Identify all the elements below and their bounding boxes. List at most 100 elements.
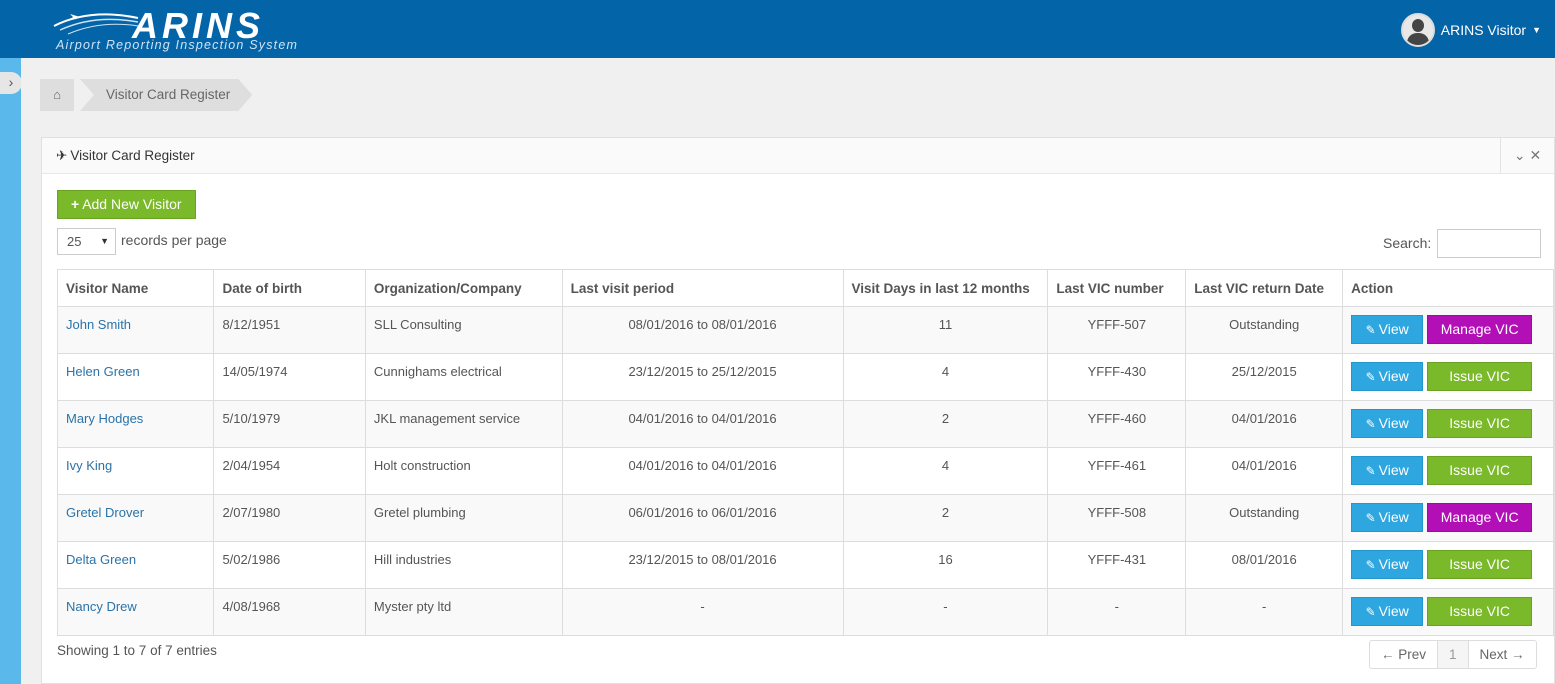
plus-icon: + <box>71 196 80 212</box>
visitor-name-link[interactable]: Delta Green <box>66 552 137 567</box>
cell-vic-return: Outstanding <box>1185 306 1344 354</box>
cell-vic-number: YFFF-431 <box>1047 541 1187 589</box>
entries-info: Showing 1 to 7 of 7 entries <box>57 643 217 658</box>
view-button[interactable]: ✎ View <box>1351 456 1424 485</box>
cell-vic-number: YFFF-461 <box>1047 447 1187 495</box>
cell-vic-return: 04/01/2016 <box>1185 447 1344 495</box>
col-last-vic-number[interactable]: Last VIC number <box>1047 269 1187 307</box>
visitor-name-link[interactable]: Helen Green <box>66 364 140 379</box>
visitor-card-panel: ✈ Visitor Card Register ⌄ ✕ + Add New Visi… <box>41 137 1555 684</box>
prev-button[interactable]: ← Prev <box>1381 647 1427 662</box>
sidebar-toggle-chevron-right-icon[interactable]: › <box>0 72 22 94</box>
table-row: John Smith 8/12/1951 SLL Consulting 08/01/2… <box>56 306 1554 354</box>
col-visitor-name[interactable]: Visitor Name <box>56 269 215 307</box>
view-button[interactable]: ✎ View <box>1351 597 1424 626</box>
cell-vic-return: 25/12/2015 <box>1185 353 1344 401</box>
manage-vic-button[interactable]: Manage VIC <box>1427 503 1533 532</box>
manage-vic-button[interactable]: Manage VIC <box>1427 315 1533 344</box>
records-per-page-select[interactable]: 25 ▼ <box>57 228 116 255</box>
pencil-icon: ✎ <box>1365 464 1376 478</box>
cell-organization: SLL Consulting <box>364 306 563 354</box>
records-per-page-label: records per page <box>121 232 227 248</box>
cell-action: ✎ View Manage VIC <box>1342 306 1554 354</box>
issue-vic-button[interactable]: Issue VIC <box>1427 597 1533 626</box>
cell-vic-number: YFFF-430 <box>1047 353 1187 401</box>
cell-organization: Holt construction <box>364 447 563 495</box>
cell-visitor-name: Helen Green <box>56 353 215 401</box>
cell-vic-number: YFFF-508 <box>1047 494 1187 542</box>
visitor-name-link[interactable]: Gretel Drover <box>66 505 145 520</box>
visitor-name-link[interactable]: Mary Hodges <box>66 411 144 426</box>
table-row: Nancy Drew 4/08/1968 Myster pty ltd - - - - ✎ Vi… <box>56 588 1554 636</box>
visitor-name-link[interactable]: Ivy King <box>66 458 113 473</box>
cell-vic-return: - <box>1185 588 1344 636</box>
col-date-of-birth[interactable]: Date of birth <box>213 269 366 307</box>
cell-organization: Cunnighams electrical <box>364 353 563 401</box>
view-button[interactable]: ✎ View <box>1351 409 1424 438</box>
cell-dob: 8/12/1951 <box>213 306 366 354</box>
cell-organization: JKL management service <box>364 400 563 448</box>
issue-vic-button[interactable]: Issue VIC <box>1427 409 1533 438</box>
next-button[interactable]: Next → <box>1479 647 1525 662</box>
issue-vic-button[interactable]: Issue VIC <box>1427 550 1533 579</box>
add-new-visitor-button[interactable]: + Add New Visitor <box>57 190 196 219</box>
cell-vic-number: YFFF-460 <box>1047 400 1187 448</box>
logo-swoosh-icon <box>53 13 139 35</box>
cell-visitor-name: Nancy Drew <box>56 588 215 636</box>
visitor-name-link[interactable]: Nancy Drew <box>66 599 137 614</box>
user-name: ARINS Visitor <box>1440 22 1527 38</box>
search-input[interactable] <box>1437 229 1541 258</box>
close-icon[interactable]: ✕ <box>1529 147 1542 163</box>
logo-title: ARINS <box>132 5 265 46</box>
cell-action: ✎ View Issue VIC <box>1342 353 1554 401</box>
issue-vic-button[interactable]: Issue VIC <box>1427 456 1533 485</box>
cell-visitor-name: Gretel Drover <box>56 494 215 542</box>
cell-vic-number: YFFF-507 <box>1047 306 1187 354</box>
arins-logo[interactable]: ARINS Airport Reporting Inspection Syste… <box>50 6 310 54</box>
table-row: Ivy King 2/04/1954 Holt construction 04/01/… <box>56 447 1554 495</box>
col-organization[interactable]: Organization/Company <box>364 269 563 307</box>
cell-organization: Hill industries <box>364 541 563 589</box>
view-button[interactable]: ✎ View <box>1351 315 1424 344</box>
visitor-name-link[interactable]: John Smith <box>66 317 132 332</box>
logo-subtitle: Airport Reporting Inspection System <box>56 38 299 52</box>
cell-last-visit-period: 06/01/2016 to 06/01/2016 <box>561 494 844 542</box>
breadcrumb-home[interactable]: ⌂ <box>40 79 74 111</box>
cell-last-visit-period: - <box>561 588 844 636</box>
view-button[interactable]: ✎ View <box>1351 550 1424 579</box>
user-menu[interactable]: ARINS Visitor ▼ <box>1400 12 1541 48</box>
view-button[interactable]: ✎ View <box>1351 503 1424 532</box>
cell-last-visit-period: 04/01/2016 to 04/01/2016 <box>561 447 844 495</box>
panel-header: ✈ Visitor Card Register ⌄ ✕ <box>42 138 1554 174</box>
cell-action: ✎ View Manage VIC <box>1342 494 1554 542</box>
table-header-row: Visitor Name Date of birth Organization/… <box>56 269 1554 307</box>
col-last-vic-return[interactable]: Last VIC return Date <box>1185 269 1344 307</box>
page-number-button[interactable]: 1 <box>1437 641 1469 668</box>
cell-vic-return: Outstanding <box>1185 494 1344 542</box>
pencil-icon: ✎ <box>1365 370 1376 384</box>
collapse-chevron-icon[interactable]: ⌄ <box>1513 147 1526 163</box>
issue-vic-button[interactable]: Issue VIC <box>1427 362 1533 391</box>
col-visit-days[interactable]: Visit Days in last 12 months <box>842 269 1049 307</box>
cell-visit-days: 4 <box>842 447 1049 495</box>
cell-last-visit-period: 23/12/2015 to 25/12/2015 <box>561 353 844 401</box>
table-row: Mary Hodges 5/10/1979 JKL management servi… <box>56 400 1554 448</box>
cell-vic-return: 08/01/2016 <box>1185 541 1344 589</box>
pencil-icon: ✎ <box>1365 558 1376 572</box>
breadcrumb-current: Visitor Card Register <box>80 79 252 111</box>
cell-last-visit-period: 04/01/2016 to 04/01/2016 <box>561 400 844 448</box>
cell-visit-days: 11 <box>842 306 1049 354</box>
table-row: Helen Green 14/05/1974 Cunnighams electric… <box>56 353 1554 401</box>
cell-last-visit-period: 23/12/2015 to 08/01/2016 <box>561 541 844 589</box>
cell-visitor-name: Ivy King <box>56 447 215 495</box>
col-last-visit-period[interactable]: Last visit period <box>561 269 844 307</box>
cell-visitor-name: Delta Green <box>56 541 215 589</box>
avatar <box>1400 13 1435 47</box>
cell-visit-days: - <box>842 588 1049 636</box>
cell-vic-return: 04/01/2016 <box>1185 400 1344 448</box>
cell-visit-days: 16 <box>842 541 1049 589</box>
panel-title: ✈ Visitor Card Register <box>56 148 195 163</box>
top-navbar: ARINS Airport Reporting Inspection Syste… <box>0 0 1555 58</box>
view-button[interactable]: ✎ View <box>1351 362 1424 391</box>
pencil-icon: ✎ <box>1365 511 1376 525</box>
